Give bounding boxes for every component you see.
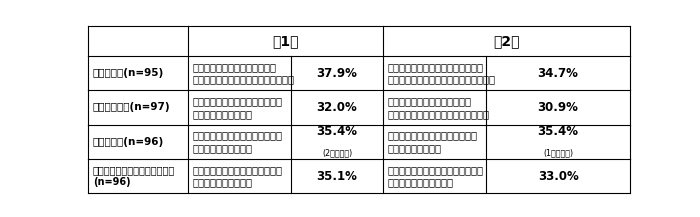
Text: 33.0%: 33.0%: [538, 169, 578, 182]
Text: 広告代理店　(n=97): 広告代理店 (n=97): [93, 102, 171, 112]
Text: 連携に問題が存在しているという
認識が浸透していない: 連携に問題が存在しているという 認識が浸透していない: [193, 165, 282, 187]
Text: 関わるステークホルダーが多く
コミュニケーションが複雑化している: 関わるステークホルダーが多く コミュニケーションが複雑化している: [193, 62, 294, 84]
Bar: [383, 26, 630, 56]
Bar: [88, 56, 630, 90]
Text: 35.1%: 35.1%: [316, 169, 358, 182]
Text: 直接コミュニケーションがとれない
ステークホルダーがいる: 直接コミュニケーションがとれない ステークホルダーがいる: [388, 165, 484, 187]
Text: (1位と同率): (1位と同率): [543, 148, 573, 157]
Bar: [88, 159, 630, 193]
Text: 関わるステークホルダーが多く
コミュニケーションが複雑化している: 関わるステークホルダーが多く コミュニケーションが複雑化している: [388, 96, 489, 119]
Text: メディア　(n=96): メディア (n=96): [93, 137, 164, 147]
Text: 連携に問題が存在しているという
認識が浸透していない: 連携に問題が存在しているという 認識が浸透していない: [193, 96, 282, 119]
Bar: [88, 125, 630, 159]
Bar: [188, 26, 383, 56]
Text: 37.9%: 37.9%: [316, 67, 358, 80]
Text: 35.4%: 35.4%: [316, 125, 358, 138]
Bar: [88, 26, 188, 56]
Text: 32.0%: 32.0%: [316, 101, 358, 114]
Text: 34.7%: 34.7%: [538, 67, 579, 80]
Bar: [88, 90, 630, 125]
Text: (2位と同率): (2位と同率): [322, 148, 352, 157]
Text: 第2位: 第2位: [494, 34, 520, 48]
Text: 事業会社　(n=95): 事業会社 (n=95): [93, 68, 164, 78]
Text: 連携に問題が存在しているという
認識が浸透していない: 連携に問題が存在しているという 認識が浸透していない: [193, 131, 282, 153]
Text: 30.9%: 30.9%: [538, 101, 579, 114]
Text: クリエイティブプロダクション
(n=96): クリエイティブプロダクション (n=96): [93, 165, 175, 187]
Text: 第1位: 第1位: [272, 34, 299, 48]
Text: 連携のハブとなる人・会社が十分に
機能していない／阻害してしまっている: 連携のハブとなる人・会社が十分に 機能していない／阻害してしまっている: [388, 62, 496, 84]
Text: 35.4%: 35.4%: [538, 125, 579, 138]
Text: 横断的な連携をとることに対して
慣習的な遠慮がある: 横断的な連携をとることに対して 慣習的な遠慮がある: [388, 131, 477, 153]
